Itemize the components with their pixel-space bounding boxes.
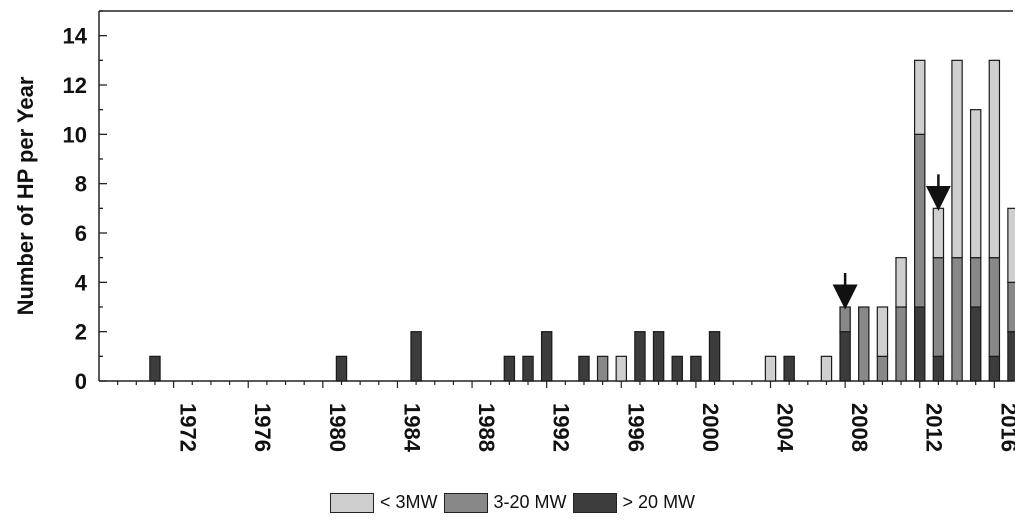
bar-segment	[914, 133, 926, 308]
bar-segment	[914, 59, 926, 135]
bar-segment	[652, 331, 665, 382]
legend-label: 3-20 MW	[493, 492, 567, 512]
y-tick-label: 14	[63, 24, 88, 49]
x-tick-label: 1972	[176, 403, 201, 452]
x-tick-label: 2004	[773, 403, 798, 453]
bar-segment	[858, 306, 870, 382]
bar-segment	[578, 355, 590, 382]
x-tick-label: 1980	[325, 403, 350, 452]
bar-segment	[634, 331, 646, 382]
bar-segment	[951, 257, 963, 382]
bar-segment	[335, 355, 348, 382]
x-tick-label: 1976	[250, 403, 275, 452]
bar-segment	[615, 355, 628, 382]
y-axis-title: Number of HP per Year	[13, 76, 38, 315]
legend: < 3MW 3-20 MW > 20 MW	[330, 492, 701, 513]
bar-segment	[540, 331, 553, 382]
bar-segment	[895, 306, 907, 382]
bar-segment	[820, 355, 833, 382]
bar-segment	[764, 355, 777, 382]
bar-segment	[988, 355, 1001, 382]
x-tick-label: 1988	[474, 403, 499, 452]
legend-label: < 3MW	[380, 492, 438, 512]
x-tick-label: 1984	[399, 403, 424, 453]
y-tick-label: 6	[75, 221, 87, 246]
bar-segment	[932, 257, 945, 357]
y-tick-label: 10	[63, 122, 87, 147]
bar-segment	[410, 331, 422, 382]
legend-label: > 20 MW	[622, 492, 696, 512]
bar-segment	[988, 59, 1001, 259]
y-tick-label: 8	[75, 172, 87, 197]
legend-item: 3-20 MW	[443, 492, 567, 513]
bar-segment	[876, 355, 889, 382]
bar-segment	[1007, 207, 1015, 283]
bar-segment	[932, 355, 945, 382]
bar-segment	[1007, 281, 1015, 333]
bar-segment	[783, 355, 795, 382]
bar-segment	[708, 331, 721, 382]
x-tick-label: 2012	[922, 403, 947, 452]
bar-segment	[1007, 331, 1015, 382]
legend-swatch	[330, 492, 374, 513]
y-tick-label: 12	[63, 73, 87, 98]
y-tick-label: 0	[75, 369, 87, 394]
bar-segment	[596, 355, 609, 382]
bar-segment	[914, 306, 926, 382]
legend-swatch	[443, 492, 488, 513]
bar-segment	[149, 355, 161, 382]
bar-segment	[895, 257, 907, 308]
bar-segment	[969, 257, 982, 308]
x-tick-label: 1996	[623, 403, 648, 452]
bar-segment	[932, 207, 945, 259]
bar-segment	[671, 355, 683, 382]
legend-item: < 3MW	[330, 492, 438, 513]
y-tick-label: 4	[75, 270, 88, 295]
bar-segment	[839, 306, 851, 333]
legend-item: > 20 MW	[572, 492, 696, 513]
y-tick-label: 2	[75, 320, 87, 345]
bar-segment	[522, 355, 534, 382]
bar-segment	[839, 331, 851, 382]
bar-segment	[969, 109, 982, 259]
x-tick-label: 1992	[549, 403, 574, 452]
bar-segment	[988, 257, 1001, 357]
bar-segment	[969, 306, 982, 382]
x-tick-label: 2000	[698, 403, 723, 452]
legend-swatch	[572, 492, 617, 513]
bar-segment	[876, 306, 889, 357]
x-tick-label: 2008	[847, 403, 872, 452]
bar-segment	[503, 355, 516, 382]
x-tick-label: 2016	[996, 403, 1015, 452]
bar-segment	[951, 59, 963, 259]
bar-segment	[690, 355, 702, 382]
